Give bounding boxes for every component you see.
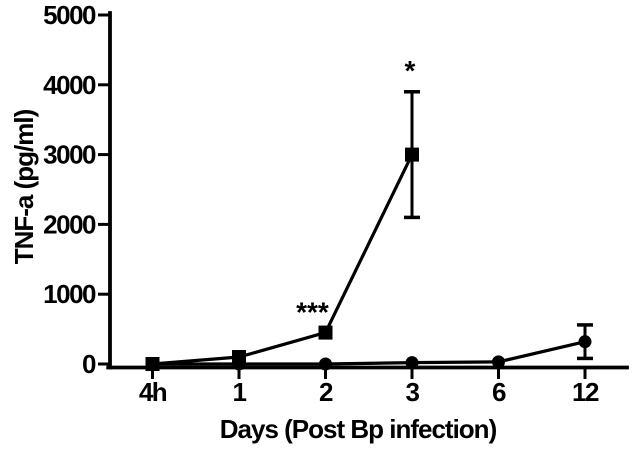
circle-marker	[405, 356, 419, 370]
series-control-circles	[146, 323, 593, 371]
y-tick-labels: 0 1000 2000 3000 4000 5000	[43, 0, 97, 379]
x-tick-label: 12	[572, 377, 599, 407]
square-marker	[232, 350, 246, 365]
circle-marker	[319, 357, 332, 371]
y-tick-label: 3000	[43, 140, 96, 170]
y-tick-label: 0	[82, 349, 96, 379]
series-line-control	[152, 340, 586, 366]
y-tick-marks	[98, 13, 109, 366]
series-line-infected	[152, 153, 414, 366]
square-marker	[318, 325, 333, 340]
significance-label: *	[405, 55, 416, 86]
x-axis-title: Days (Post Bp infection)	[220, 414, 497, 444]
x-tick-labels: 4h 1 2 3 6 12	[139, 377, 601, 407]
x-tick-label: 4h	[139, 377, 167, 407]
circle-marker	[578, 335, 592, 349]
significance-annotations: ****	[296, 55, 415, 328]
y-tick-label: 5000	[43, 0, 96, 30]
y-axis-title: TNF-a (pg/ml)	[9, 109, 39, 264]
y-tick-label: 4000	[43, 70, 96, 100]
x-tick-label: 2	[319, 377, 333, 407]
circle-marker	[492, 355, 505, 369]
square-marker	[405, 147, 419, 162]
x-tick-label: 3	[406, 377, 420, 407]
x-tick-label: 6	[492, 377, 506, 407]
y-tick-label: 1000	[43, 279, 96, 309]
square-marker	[145, 357, 160, 371]
series-infected-squares	[145, 90, 420, 371]
y-tick-label: 2000	[43, 209, 96, 239]
x-tick-label: 1	[233, 377, 247, 407]
significance-label: ***	[296, 297, 329, 328]
